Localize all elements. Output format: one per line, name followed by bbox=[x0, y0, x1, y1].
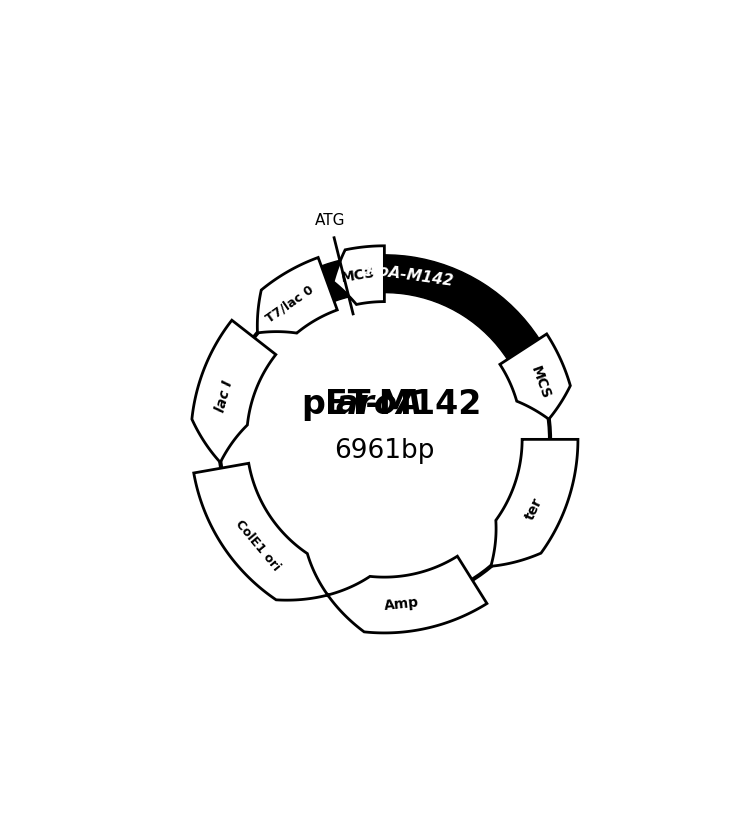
Polygon shape bbox=[194, 463, 328, 600]
Polygon shape bbox=[328, 556, 487, 633]
Text: ter: ter bbox=[524, 496, 546, 522]
Text: aroA-M142: aroA-M142 bbox=[360, 261, 454, 289]
Text: pET-: pET- bbox=[301, 388, 379, 421]
Text: T7/lac 0: T7/lac 0 bbox=[263, 283, 316, 325]
Text: MCS: MCS bbox=[340, 266, 376, 285]
Text: 6961bp: 6961bp bbox=[334, 438, 435, 464]
Polygon shape bbox=[333, 246, 384, 305]
Text: -M142: -M142 bbox=[366, 388, 482, 421]
Text: aroA: aroA bbox=[335, 388, 423, 421]
Text: ColE1 ori: ColE1 ori bbox=[232, 517, 283, 574]
Polygon shape bbox=[500, 334, 570, 419]
Text: MCS: MCS bbox=[527, 364, 553, 401]
Text: lac I: lac I bbox=[214, 379, 236, 414]
Polygon shape bbox=[257, 257, 338, 333]
Polygon shape bbox=[192, 321, 276, 462]
Wedge shape bbox=[263, 255, 539, 359]
Polygon shape bbox=[490, 439, 578, 566]
Text: ATG: ATG bbox=[315, 213, 345, 228]
Text: Amp: Amp bbox=[383, 595, 420, 613]
